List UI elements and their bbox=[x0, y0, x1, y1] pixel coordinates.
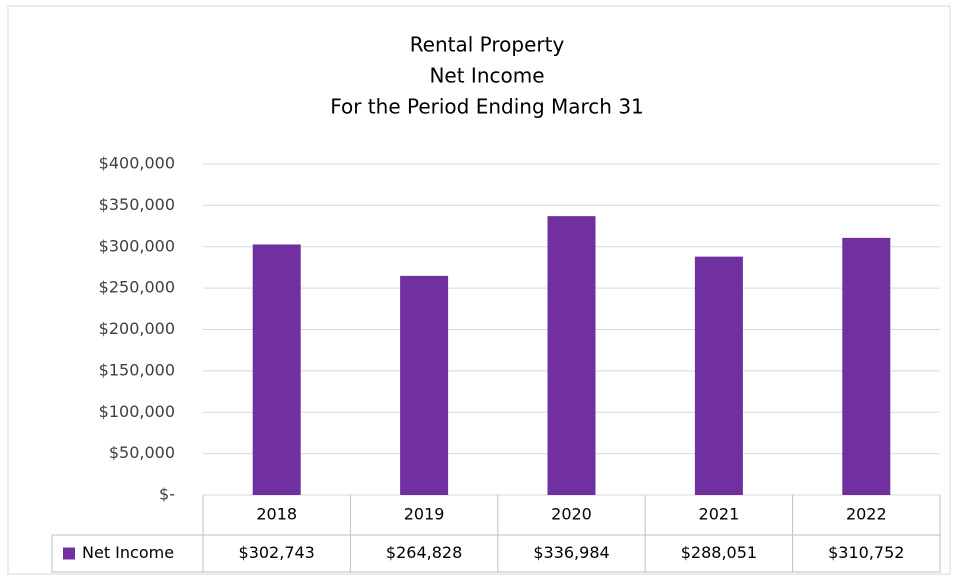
chart-title: Net Income bbox=[429, 64, 544, 88]
bar bbox=[547, 216, 596, 495]
chart-frame bbox=[7, 5, 951, 575]
x-tick-label: 2018 bbox=[256, 505, 297, 524]
data-table-value: $310,752 bbox=[828, 543, 904, 562]
chart-title: For the Period Ending March 31 bbox=[330, 95, 644, 119]
x-tick-label: 2020 bbox=[551, 505, 592, 524]
y-tick-label: $100,000 bbox=[99, 402, 175, 421]
y-tick-label: $50,000 bbox=[109, 443, 175, 462]
data-table-value: $264,828 bbox=[386, 543, 462, 562]
chart-title: Rental Property bbox=[410, 33, 565, 57]
x-tick-label: 2021 bbox=[699, 505, 740, 524]
bar bbox=[252, 244, 301, 495]
y-tick-label: $400,000 bbox=[99, 154, 175, 173]
y-tick-label: $150,000 bbox=[99, 360, 175, 379]
legend-marker bbox=[63, 547, 75, 560]
y-tick-label: $- bbox=[159, 485, 175, 504]
data-table-value: $336,984 bbox=[533, 543, 609, 562]
y-tick-label: $250,000 bbox=[99, 278, 175, 297]
bar bbox=[842, 237, 891, 495]
y-tick-label: $350,000 bbox=[99, 195, 175, 214]
x-tick-label: 2019 bbox=[404, 505, 445, 524]
y-tick-label: $200,000 bbox=[99, 319, 175, 338]
bar bbox=[400, 275, 449, 495]
data-table-value: $288,051 bbox=[681, 543, 757, 562]
legend-label: Net Income bbox=[82, 543, 174, 562]
x-tick-label: 2022 bbox=[846, 505, 887, 524]
data-table-value: $302,743 bbox=[239, 543, 315, 562]
bar bbox=[694, 256, 743, 495]
y-tick-label: $300,000 bbox=[99, 236, 175, 255]
